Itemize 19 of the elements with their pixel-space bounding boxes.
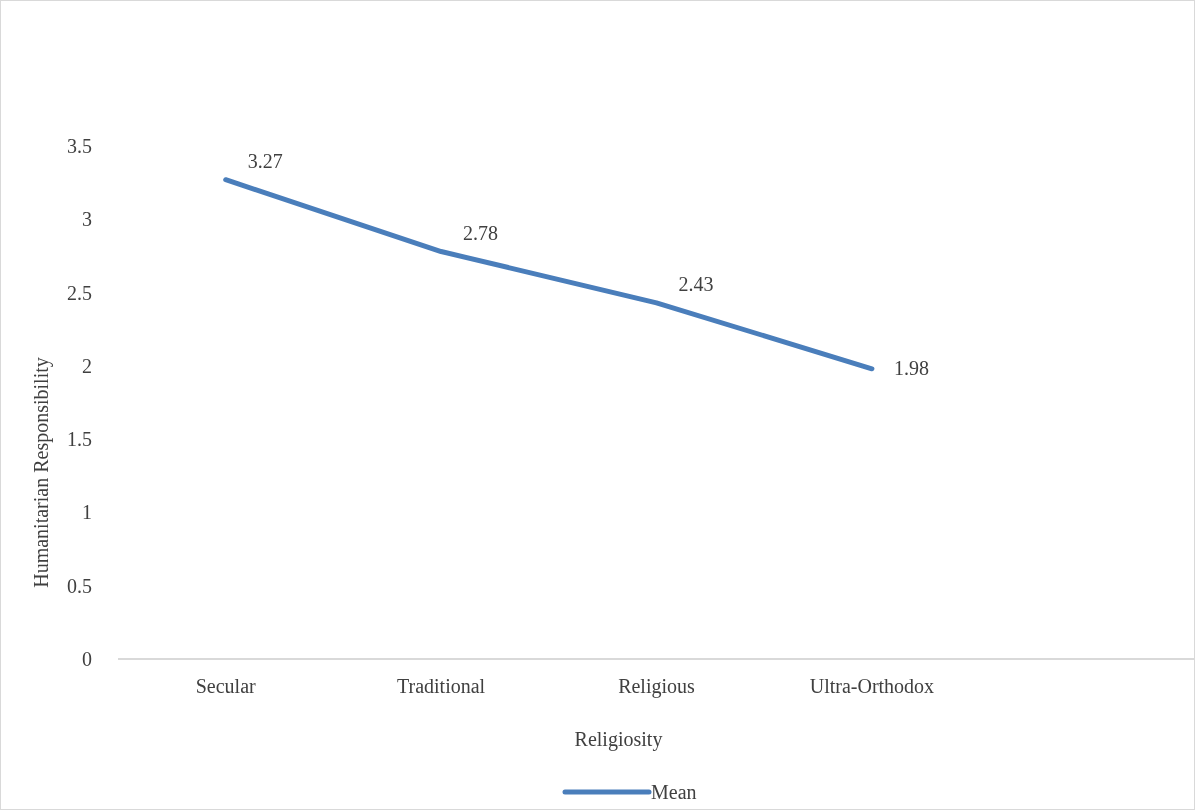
y-axis-title: Humanitarian Responsibility xyxy=(30,357,53,588)
x-tick-label: Traditional xyxy=(397,675,486,697)
y-tick-label: 0 xyxy=(82,648,92,670)
x-tick-label: Secular xyxy=(195,675,257,697)
y-tick-label: 3 xyxy=(82,208,92,231)
legend-label: Mean xyxy=(651,781,697,803)
y-tick-label: 3.5 xyxy=(67,135,92,157)
y-tick-label: 2 xyxy=(82,354,92,377)
data-label: 1.98 xyxy=(893,356,929,379)
x-axis-title: Religiosity xyxy=(574,728,663,751)
data-label: 3.27 xyxy=(247,149,283,172)
x-tick-label: Ultra-Orthodox xyxy=(809,675,935,697)
data-label: 2.78 xyxy=(463,221,499,244)
y-tick-label: 1.5 xyxy=(67,428,92,451)
y-tick-label: 1 xyxy=(82,501,92,524)
y-tick-label: 0.5 xyxy=(67,574,92,597)
x-tick-label: Religious xyxy=(618,675,696,698)
data-label: 2.43 xyxy=(678,272,714,295)
y-tick-label: 2.5 xyxy=(67,281,92,304)
